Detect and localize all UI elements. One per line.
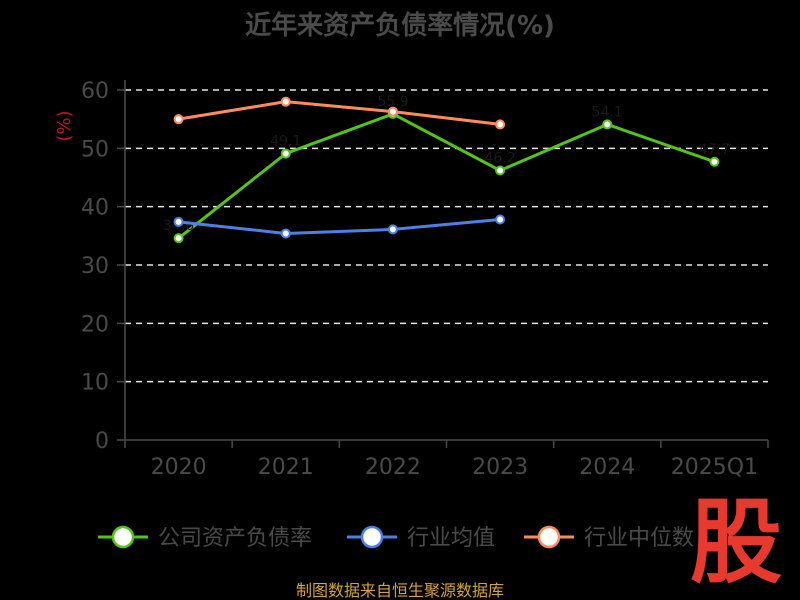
data-label: 55.9 bbox=[377, 94, 408, 110]
axes bbox=[124, 80, 769, 448]
y-tick-label: 50 bbox=[81, 137, 109, 162]
series-2 bbox=[173, 96, 506, 130]
legend-item[interactable]: 公司资产负债率 bbox=[98, 525, 312, 551]
x-tick-label: 2025Q1 bbox=[671, 455, 758, 480]
data-point[interactable] bbox=[602, 119, 613, 130]
y-tick-labels: 0 10 20 30 40 50 60 bbox=[81, 79, 109, 454]
legend-item[interactable]: 行业中位数 bbox=[524, 525, 694, 551]
legend-label: 公司资产负债率 bbox=[158, 526, 312, 551]
data-point[interactable] bbox=[173, 114, 184, 125]
legend-marker bbox=[360, 525, 384, 549]
series-0: 34.649.155.946.254.147.7 bbox=[163, 94, 730, 244]
data-label: 46.2 bbox=[484, 151, 515, 167]
chart-title: 近年来资产负债率情况(%) bbox=[245, 10, 555, 41]
legend-marker bbox=[111, 525, 135, 549]
series-line bbox=[178, 100, 501, 126]
data-label: 54.1 bbox=[592, 104, 623, 120]
x-tick-label: 2020 bbox=[151, 455, 207, 480]
series-group: 34.649.155.946.254.147.7 bbox=[163, 94, 730, 244]
data-point[interactable] bbox=[495, 214, 506, 225]
data-point[interactable] bbox=[173, 233, 184, 244]
x-tick-label: 2023 bbox=[472, 455, 528, 480]
y-tick-label: 20 bbox=[81, 312, 109, 337]
y-tick-label: 0 bbox=[95, 429, 109, 454]
y-tick-label: 40 bbox=[81, 196, 109, 221]
series-line bbox=[177, 112, 715, 240]
data-point[interactable] bbox=[709, 156, 720, 167]
data-point[interactable] bbox=[387, 106, 398, 117]
data-label: 47.7 bbox=[699, 142, 730, 158]
y-tick-label: 10 bbox=[81, 371, 109, 396]
x-tick-label: 2024 bbox=[579, 455, 635, 480]
y-axis-label: (%) bbox=[54, 110, 75, 141]
legend-item[interactable]: 行业均值 bbox=[347, 525, 495, 551]
x-tick-label: 2022 bbox=[365, 455, 421, 480]
data-label: 49.1 bbox=[270, 134, 301, 150]
legend-marker bbox=[537, 525, 561, 549]
data-point[interactable] bbox=[280, 228, 291, 239]
data-point[interactable] bbox=[387, 224, 398, 235]
data-point[interactable] bbox=[495, 165, 506, 176]
data-point[interactable] bbox=[280, 148, 291, 159]
watermark-logo: 股 bbox=[690, 489, 782, 596]
data-point[interactable] bbox=[280, 96, 291, 107]
y-tick-label: 60 bbox=[81, 79, 109, 104]
source-note: 制图数据来自恒生聚源数据库 bbox=[296, 581, 504, 600]
series-1 bbox=[173, 214, 506, 239]
gridlines bbox=[117, 89, 768, 441]
data-point[interactable] bbox=[173, 216, 184, 227]
y-tick-label: 30 bbox=[81, 254, 109, 279]
legend-label: 行业均值 bbox=[407, 526, 495, 551]
data-point[interactable] bbox=[495, 119, 506, 130]
series-line bbox=[178, 218, 501, 235]
x-tick-labels: 2020 2021 2022 2023 2024 2025Q1 bbox=[151, 455, 758, 480]
legend: 公司资产负债率 行业均值 行业中位数 bbox=[98, 525, 694, 551]
legend-label: 行业中位数 bbox=[584, 526, 694, 551]
x-tick-label: 2021 bbox=[258, 455, 314, 480]
